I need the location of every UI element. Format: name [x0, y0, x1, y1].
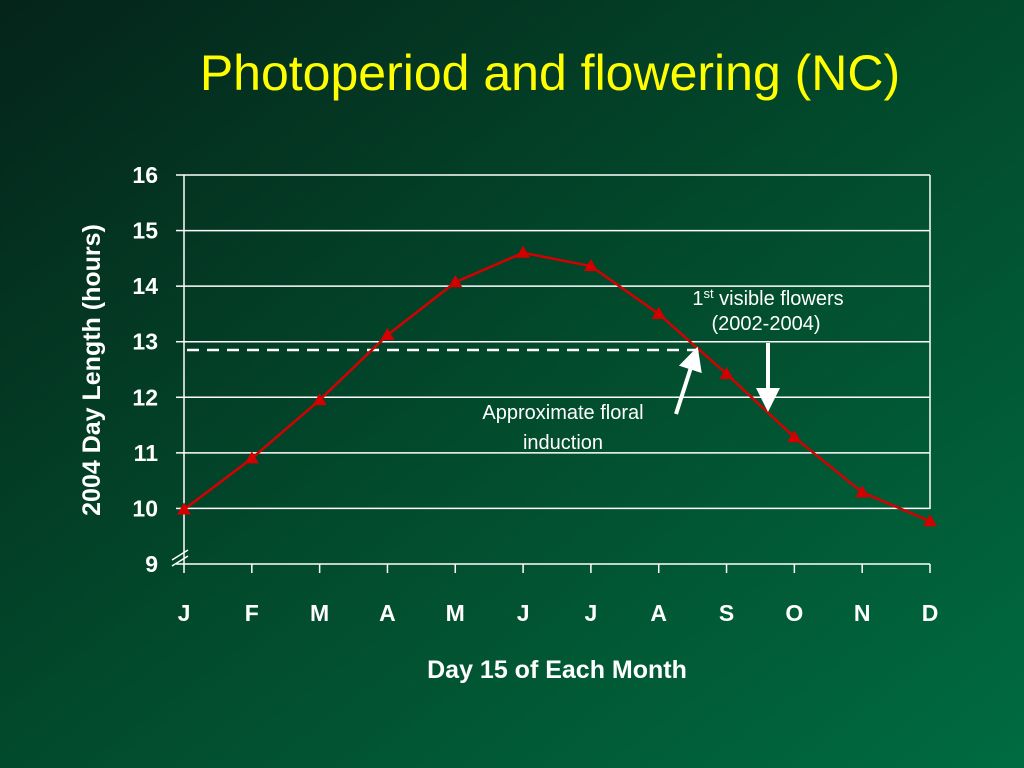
x-tick-label: A [650, 600, 667, 626]
data-point [312, 393, 327, 406]
y-tick-label: 14 [132, 273, 158, 299]
chart-title: Photoperiod and flowering (NC) [200, 45, 900, 101]
annotation: (2002-2004) [712, 313, 821, 335]
annotation: Approximate floral [482, 402, 643, 424]
x-tick-label: O [785, 600, 803, 626]
annotation: 1st visible flowers [692, 286, 843, 310]
data-point [516, 245, 531, 258]
annotation-part: visible flowers [714, 288, 844, 310]
data-point [244, 451, 259, 464]
x-axis-label: Day 15 of Each Month [427, 656, 687, 684]
data-point [448, 275, 463, 288]
y-tick-label: 10 [132, 495, 158, 521]
x-tick-label: M [310, 600, 329, 626]
y-tick-label: 9 [145, 551, 158, 577]
x-tick-label: S [719, 600, 734, 626]
data-point [177, 502, 191, 515]
y-tick-label: 13 [132, 329, 158, 355]
arrow [674, 346, 702, 415]
data-point [583, 259, 598, 272]
y-tick-label: 16 [132, 162, 158, 188]
x-tick-label: A [379, 600, 396, 626]
x-tick-label: J [585, 600, 598, 626]
data-point [719, 366, 734, 379]
x-tick-label: D [922, 600, 939, 626]
x-tick-label: M [446, 600, 465, 626]
x-tick-label: N [854, 600, 871, 626]
plot: 9 10 11 12 13 14 15 16 J F M A M J J A S O N D [132, 162, 938, 626]
data-point [380, 328, 395, 341]
y-tick-label: 15 [132, 218, 158, 244]
data-point [787, 430, 802, 443]
data-point [855, 485, 870, 498]
data-line [183, 251, 931, 523]
x-tick-label: J [178, 600, 191, 626]
data-point [651, 306, 666, 319]
x-tick-label: F [245, 600, 259, 626]
y-tick-label: 11 [134, 440, 159, 466]
annotation-sup: st [703, 286, 714, 301]
annotation-arrows [674, 343, 780, 415]
y-axis-label: 2004 Day Length (hours) [78, 224, 106, 516]
y-tick-label: 12 [132, 384, 158, 410]
annotation: induction [523, 432, 603, 454]
data-point [923, 514, 937, 527]
axis-break [171, 549, 189, 567]
annotation-part: 1 [692, 288, 703, 310]
x-tick-label: J [517, 600, 530, 626]
